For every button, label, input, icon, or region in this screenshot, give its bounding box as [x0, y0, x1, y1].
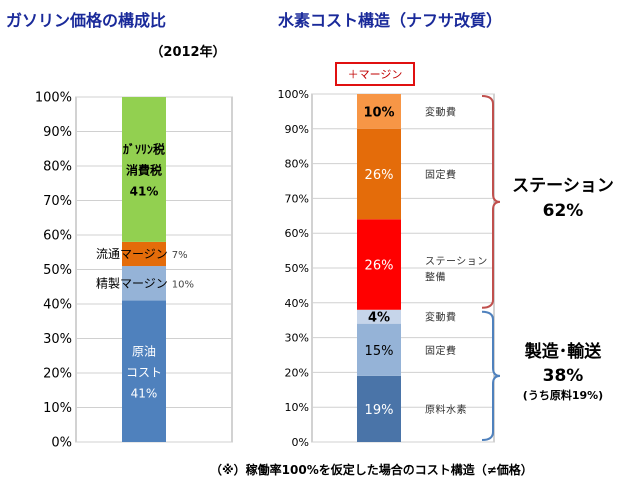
margin-box-label: ＋マージン: [348, 68, 403, 81]
left-bar-segment: [122, 97, 166, 242]
left-segment-name: 精製マージン: [96, 276, 168, 290]
left-tick-label: 80%: [43, 160, 72, 175]
right-segment-label: ステーション: [425, 257, 488, 268]
right-tick-label: 100%: [278, 88, 309, 101]
left-tick-label: 40%: [43, 298, 72, 313]
right-segment-label: 原料水素: [425, 403, 467, 416]
left-chart-title: ガソリン価格の構成比: [6, 11, 166, 30]
left-tick-label: 60%: [43, 229, 72, 244]
left-tick-label: 50%: [43, 263, 72, 278]
right-chart-title: 水素コスト構造（ナフサ改質）: [278, 11, 502, 30]
group-label: ステーション: [512, 176, 614, 196]
left-data-label: 41%: [131, 386, 158, 400]
right-bar-segment: [357, 128, 401, 220]
right-segment-label: 変動費: [425, 105, 457, 118]
left-tick-label: 100%: [35, 91, 72, 106]
left-segment-label: 消費税: [126, 162, 162, 177]
left-data-label: 41%: [130, 184, 159, 198]
right-data-label: 15%: [365, 344, 394, 359]
left-segment-label: 精製マージン 10%: [96, 276, 194, 290]
group-label: 製造･輸送: [524, 341, 602, 362]
left-tick-label: 10%: [43, 401, 72, 416]
group-label: 38%: [543, 366, 584, 386]
right-tick-label: 30%: [285, 332, 309, 345]
margin-box: [335, 62, 415, 86]
right-data-label: 4%: [368, 311, 390, 326]
right-bar-segment: [357, 219, 401, 310]
left-tick-label: 20%: [43, 367, 72, 382]
right-segment-label: 整備: [425, 271, 446, 284]
right-data-label: 10%: [363, 105, 394, 120]
right-data-label: 26%: [365, 259, 394, 274]
left-chart-subtitle: （2012年）: [150, 44, 225, 60]
right-tick-label: 80%: [285, 158, 309, 171]
right-segment-label: 固定費: [425, 168, 457, 181]
left-tick-label: 0%: [51, 436, 72, 451]
left-segment-label: 流通マージン 7%: [96, 247, 188, 261]
left-data-label: 10%: [172, 279, 194, 290]
right-data-label: 26%: [365, 168, 394, 183]
left-data-label: 7%: [172, 250, 188, 261]
right-bar-segment: [357, 94, 401, 129]
left-tick-label: 70%: [43, 194, 72, 209]
left-bar-segment: [122, 266, 166, 301]
right-data-label: 19%: [365, 403, 394, 418]
left-bar-segment: [122, 300, 166, 442]
right-tick-label: 50%: [285, 262, 309, 275]
right-bar-segment: [357, 375, 401, 442]
left-segment-name: 流通マージン: [96, 247, 168, 261]
right-tick-label: 70%: [285, 192, 309, 205]
right-tick-label: 90%: [285, 123, 309, 136]
right-tick-label: 0%: [292, 436, 309, 449]
group-bracket: [481, 310, 501, 441]
left-segment-label: 原油: [132, 344, 156, 358]
footnote: （※）稼働率100%を仮定した場合のコスト構造（≠価格）: [210, 462, 533, 477]
right-tick-label: 60%: [285, 227, 309, 240]
right-bar-segment: [357, 323, 401, 376]
right-bar-segment: [357, 309, 401, 324]
group-bracket: [481, 95, 501, 309]
right-segment-label: 変動費: [425, 311, 457, 324]
right-tick-label: 10%: [285, 401, 309, 414]
left-tick-label: 90%: [43, 125, 72, 140]
left-bar-segment: [122, 241, 166, 267]
right-tick-label: 40%: [285, 297, 309, 310]
right-tick-label: 20%: [285, 366, 309, 379]
right-segment-label: 固定費: [425, 344, 457, 357]
group-sublabel: (うち原料19%): [523, 388, 603, 402]
left-segment-label: コスト: [126, 365, 162, 379]
left-segment-label: ｶﾞｿﾘﾝ税: [123, 141, 165, 156]
group-label: 62%: [543, 201, 584, 221]
left-tick-label: 30%: [43, 332, 72, 347]
